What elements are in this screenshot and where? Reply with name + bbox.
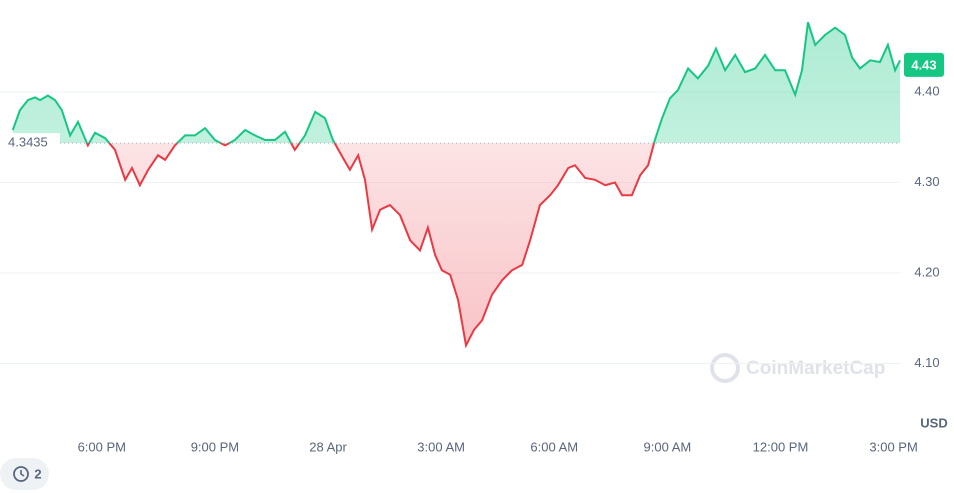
- price-line-down: [85, 143, 656, 349]
- badge-bg[interactable]: [0, 458, 49, 490]
- x-tick-label: 3:00 AM: [417, 439, 465, 454]
- y-tick-label: 4.40: [914, 83, 939, 98]
- badge-count: 2: [34, 466, 41, 481]
- x-tick-label: 12:00 PM: [753, 439, 809, 454]
- area-down: [12, 143, 900, 346]
- x-tick-label: 9:00 PM: [191, 439, 239, 454]
- price-tag-label: 4.43: [911, 57, 936, 72]
- area-up: [12, 22, 900, 144]
- x-tick-label: 6:00 AM: [530, 439, 578, 454]
- price-tag: [904, 52, 944, 77]
- x-tick-label: 9:00 AM: [644, 439, 692, 454]
- badge-icon-hand: [20, 470, 25, 477]
- x-tick-label: 6:00 PM: [78, 439, 126, 454]
- badge-icon: [13, 466, 29, 482]
- x-tick-label: 3:00 PM: [869, 439, 917, 454]
- price-line-up: [11, 21, 901, 144]
- baseline-label-bg: [0, 133, 60, 154]
- unit-label: USD: [920, 415, 947, 430]
- history-badge[interactable]: 2: [0, 458, 49, 490]
- y-tick-label: 4.30: [914, 174, 939, 189]
- watermark: CoinMarketCap: [710, 353, 885, 383]
- y-tick-label: 4.20: [914, 264, 939, 279]
- watermark-text: CoinMarketCap: [746, 358, 885, 379]
- y-tick-label: 4.10: [914, 355, 939, 370]
- baseline-label: 4.3435: [8, 135, 48, 150]
- x-tick-label: 28 Apr: [309, 439, 347, 454]
